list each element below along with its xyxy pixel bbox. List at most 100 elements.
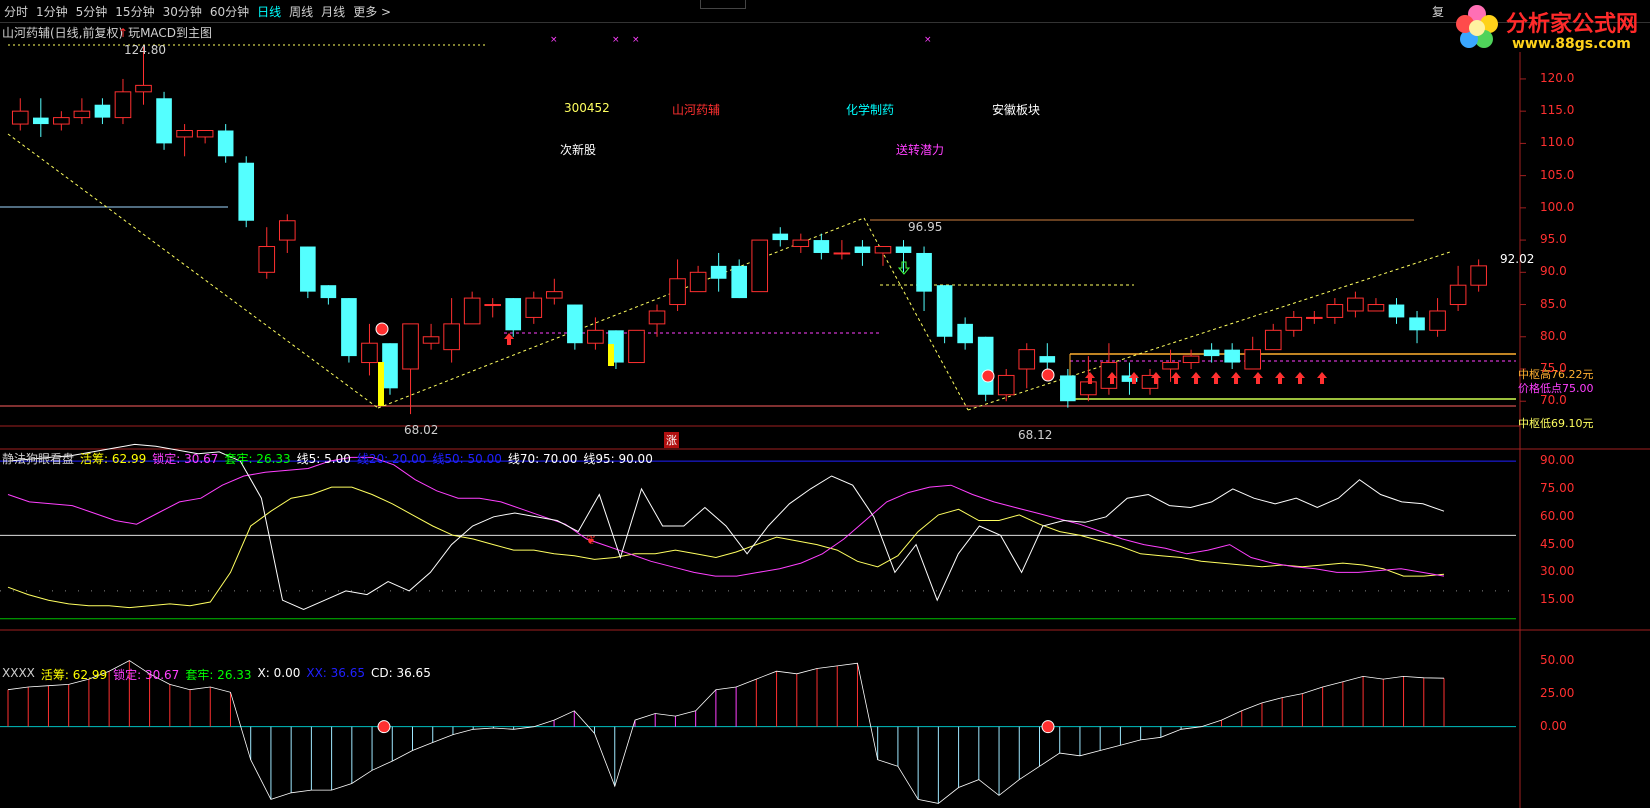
up-arrow-icon: ↑ xyxy=(118,26,129,40)
candle-body xyxy=(73,110,91,119)
butterfly-marker-icon: ❦ xyxy=(586,533,596,547)
up-arrow-icon xyxy=(1275,372,1285,384)
x-marker-icon: × xyxy=(550,35,558,45)
panel2-y-tick-label: 15.00 xyxy=(1540,592,1575,607)
candle-body xyxy=(525,297,543,318)
candle-body xyxy=(278,220,296,241)
panel3-legend: XXXX 活筹: 62.99 锁定: 30.67 套牢: 26.33 X: 0.00 X… xyxy=(2,666,431,683)
panel2-y-tick-label: 90.00 xyxy=(1540,453,1575,468)
candle-body xyxy=(1470,265,1487,286)
main-y-tick-label: 80.0 xyxy=(1540,328,1567,343)
candle-body xyxy=(238,162,255,221)
candle-body xyxy=(587,329,604,344)
zone-low-label: 中枢低69.10元 xyxy=(1518,417,1594,430)
industry-label: 化学制药 xyxy=(846,103,895,117)
candle-body xyxy=(895,246,912,253)
candle-body xyxy=(1388,304,1405,318)
panel2-legend-item: 套牢: 26.33 xyxy=(224,452,291,466)
candle-body xyxy=(53,117,70,125)
macd-toggle[interactable]: ↑玩MACD到主图 xyxy=(118,26,213,40)
period-tab[interactable]: 周线 xyxy=(289,5,314,19)
period-tab[interactable]: 月线 xyxy=(321,5,346,19)
site-logo: 分析家公式网 www.88gs.com xyxy=(1452,0,1650,56)
candle-body xyxy=(833,252,851,255)
panel2-y-tick-label: 45.00 xyxy=(1540,536,1575,551)
candle-body xyxy=(196,130,214,138)
panel3-legend-item: XX: 36.65 xyxy=(306,666,365,680)
candle-body xyxy=(505,298,522,331)
candle-body xyxy=(813,240,830,253)
panel3-legend-item: 活筹: 62.99 xyxy=(40,668,108,682)
panel3-y-tick-label: 50.00 xyxy=(1540,652,1575,667)
period-tab[interactable]: 1分钟 xyxy=(36,5,68,19)
candle-body xyxy=(751,239,769,293)
label-low-2: 68.12 xyxy=(1018,428,1053,442)
panel2-legend-item: 锁定: 30.67 xyxy=(152,452,219,466)
candle-body xyxy=(443,323,460,351)
stock-chart[interactable]: × × × × ❦ xyxy=(0,22,1650,808)
indicator-series-line xyxy=(7,486,1445,609)
up-arrow-icon xyxy=(1295,372,1305,384)
panel2-y-tick-label: 60.00 xyxy=(1540,508,1575,523)
candle-body xyxy=(382,343,398,389)
up-arrow-icon xyxy=(504,333,514,345)
zhang-badge: 涨 xyxy=(664,432,679,448)
panel2-y-tick-label: 30.00 xyxy=(1540,564,1575,579)
panel3-y-tick-label: 0.00 xyxy=(1540,718,1567,733)
label-mid-peak: 96.95 xyxy=(908,220,943,234)
candle-body xyxy=(1264,329,1282,351)
label-latest-peak: 92.02 xyxy=(1500,252,1535,266)
main-y-tick-label: 110.0 xyxy=(1540,135,1575,150)
period-tab[interactable]: 5分钟 xyxy=(75,5,108,19)
candle-body xyxy=(1182,355,1200,364)
region-label: 安徽板块 xyxy=(992,103,1041,117)
candle-body xyxy=(1367,304,1385,312)
period-tab[interactable]: 更多 > xyxy=(353,5,392,19)
candle-body xyxy=(669,278,686,306)
period-tab[interactable]: 30分钟 xyxy=(162,5,202,19)
restore-button[interactable]: 复 xyxy=(1432,5,1445,19)
collapse-handle[interactable] xyxy=(700,0,746,9)
x-marker-icon: × xyxy=(632,35,640,45)
period-tab[interactable]: 分时 xyxy=(4,5,29,19)
up-arrow-icon xyxy=(1231,372,1241,384)
candle-body xyxy=(1224,349,1240,363)
candle-body xyxy=(1285,316,1303,331)
period-tab[interactable]: 60分钟 xyxy=(209,5,250,19)
candle-body xyxy=(772,233,789,241)
up-arrow-icon xyxy=(1129,372,1139,384)
coin-marker-icon xyxy=(1041,720,1055,734)
main-y-tick-label: 85.0 xyxy=(1540,296,1567,311)
top-toolbar: 分时 1分钟 5分钟 15分钟 30分钟 60分钟 日线 周线 月线 更多 > 复 xyxy=(0,0,1650,23)
up-arrow-icon xyxy=(1107,372,1117,384)
panel2-legend-item: 线70: 70.00 xyxy=(507,452,578,466)
candle-body xyxy=(402,323,419,370)
up-arrow-icon xyxy=(1317,372,1327,384)
period-tab[interactable]: 15分钟 xyxy=(115,5,155,19)
coin-marker-icon xyxy=(377,720,391,734)
up-arrow-icon xyxy=(1171,372,1181,384)
candle-body xyxy=(114,91,132,119)
label-high-peak: 124.80 xyxy=(124,43,166,57)
label-low-1: 68.02 xyxy=(404,423,439,437)
candle-body xyxy=(1409,317,1425,331)
macd-outline xyxy=(7,660,1445,804)
panel2-legend-item: 线20: 20.00 xyxy=(356,452,427,466)
candle-body xyxy=(567,304,583,344)
candle-body xyxy=(258,246,276,273)
period-tab[interactable]: 日线 xyxy=(257,5,282,19)
panel3-legend-item: 套牢: 26.33 xyxy=(185,668,252,682)
x-marker-icon: × xyxy=(924,35,932,45)
candle-body xyxy=(1203,349,1220,357)
candle-body xyxy=(300,246,316,292)
candle-body xyxy=(422,336,440,344)
candle-body xyxy=(135,84,152,93)
up-arrow-icon xyxy=(1151,372,1161,384)
indicator-series-line xyxy=(7,443,1445,611)
candle-body xyxy=(997,374,1015,396)
coin-marker-icon xyxy=(981,369,995,383)
candle-body xyxy=(689,271,707,293)
up-arrow-icon xyxy=(1191,372,1201,384)
candle-body xyxy=(33,117,49,125)
candle-body xyxy=(957,323,973,344)
